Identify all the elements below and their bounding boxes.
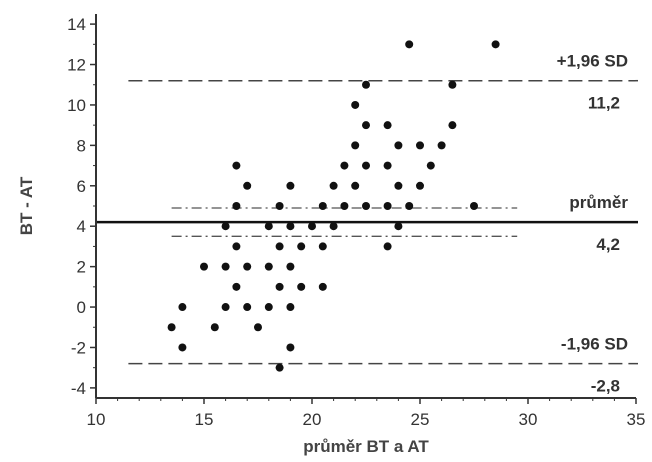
reference-line-label: +1,96 SD — [557, 52, 628, 71]
data-point — [426, 161, 435, 170]
y-tick-label: 6 — [77, 177, 86, 196]
data-point — [340, 161, 349, 170]
data-point — [329, 222, 338, 231]
y-tick-label: 8 — [77, 136, 86, 155]
data-point — [243, 262, 252, 271]
x-tick-label: 25 — [411, 410, 430, 429]
data-point — [210, 323, 219, 332]
reference-line-label: průměr — [569, 193, 628, 212]
data-point — [448, 80, 457, 89]
data-point — [275, 242, 284, 251]
data-point — [308, 222, 316, 231]
y-tick-label: 4 — [77, 217, 86, 236]
x-tick-label: 10 — [87, 410, 106, 429]
data-point — [286, 343, 295, 352]
data-point — [264, 262, 273, 271]
data-point — [178, 303, 187, 312]
y-tick-label: -4 — [71, 379, 86, 398]
data-point — [470, 202, 478, 210]
data-point — [362, 80, 370, 89]
data-point — [221, 222, 230, 231]
data-point — [383, 121, 392, 130]
reference-line-value: -2,8 — [591, 377, 620, 396]
data-point — [340, 202, 349, 210]
data-point — [264, 303, 273, 312]
data-point — [275, 282, 284, 291]
data-point — [394, 222, 403, 231]
data-point — [275, 363, 284, 372]
reference-line-label: -1,96 SD — [561, 335, 628, 354]
data-point — [318, 242, 327, 251]
x-tick-label: 20 — [303, 410, 322, 429]
data-point — [264, 222, 273, 231]
y-tick-label: 2 — [77, 258, 86, 277]
data-point — [491, 40, 500, 49]
data-point — [448, 121, 457, 130]
reference-line-value: 11,2 — [588, 94, 620, 113]
data-point — [351, 181, 360, 190]
data-point — [405, 40, 414, 49]
data-point — [275, 202, 284, 210]
data-point — [232, 202, 241, 210]
data-point — [394, 141, 403, 150]
data-point — [232, 161, 241, 170]
data-point — [318, 282, 327, 291]
data-point — [254, 323, 262, 332]
data-point — [232, 282, 241, 291]
data-point — [405, 202, 414, 210]
x-tick-label: 15 — [195, 410, 214, 429]
y-axis-title: BT - AT — [17, 176, 36, 235]
data-point — [362, 202, 370, 210]
data-point — [416, 181, 424, 190]
data-point — [243, 181, 252, 190]
data-point — [297, 282, 306, 291]
data-point — [383, 161, 392, 170]
data-point — [286, 262, 295, 271]
data-point — [221, 262, 230, 271]
data-point — [232, 242, 241, 251]
y-tick-label: 12 — [67, 56, 86, 75]
data-point — [362, 121, 370, 130]
data-point — [286, 303, 295, 312]
reference-line-value: 4,2 — [596, 235, 620, 254]
x-tick-label: 35 — [627, 410, 646, 429]
data-point — [416, 141, 424, 150]
data-point — [383, 242, 392, 251]
data-point — [351, 100, 360, 109]
data-point — [178, 343, 187, 352]
data-point — [351, 141, 360, 150]
data-point — [437, 141, 446, 150]
data-point — [383, 202, 392, 210]
x-tick-label: 30 — [519, 410, 538, 429]
y-tick-label: 0 — [77, 298, 86, 317]
y-tick-label: 14 — [67, 15, 86, 34]
data-point — [394, 181, 403, 190]
data-point — [167, 323, 176, 332]
data-point — [297, 242, 306, 251]
data-point — [243, 303, 252, 312]
y-tick-label: -2 — [71, 338, 86, 357]
y-tick-label: 10 — [67, 96, 86, 115]
data-point — [362, 161, 370, 170]
data-point — [221, 303, 230, 312]
x-axis-title: průměr BT a AT — [303, 437, 429, 456]
data-point — [286, 181, 295, 190]
data-point — [200, 262, 208, 271]
data-point — [318, 202, 327, 210]
data-point — [286, 222, 295, 231]
data-point — [329, 181, 338, 190]
